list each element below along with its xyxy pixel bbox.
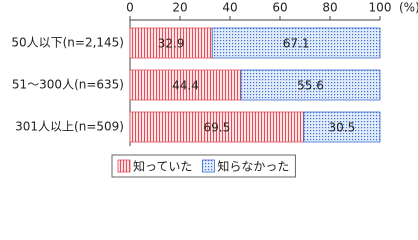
chart: (%) 0 20 40 60 80 100 50人以下(n=2,145) 32.9 67.1 51…	[11, 1, 418, 178]
value-label: 55.6	[297, 79, 324, 93]
x-tick-label: 100	[369, 1, 392, 15]
x-tick-label: 60	[272, 1, 287, 15]
bar-segment	[211, 27, 381, 59]
legend-label: 知らなかった	[217, 160, 289, 174]
value-label: 44.4	[172, 79, 199, 93]
x-tick-label: 20	[172, 1, 187, 15]
value-label: 69.5	[204, 121, 231, 135]
legend-swatch	[202, 159, 215, 173]
x-tick-label: 0	[126, 1, 134, 15]
value-label: 30.5	[329, 121, 356, 135]
bar-segment	[303, 111, 381, 143]
y-tick-label: 301人以上(n=509)	[15, 120, 124, 134]
x-tick-label: 80	[322, 1, 337, 15]
legend-label: 知っていた	[133, 160, 192, 174]
x-tick-label: 40	[222, 1, 237, 15]
bar-segment	[240, 69, 381, 101]
axis-unit: (%)	[399, 1, 418, 15]
y-tick-label: 51～300人(n=635)	[12, 78, 124, 92]
y-tick-label: 50人以下(n=2,145)	[11, 36, 124, 50]
value-label: 32.9	[158, 37, 185, 51]
value-label: 67.1	[283, 37, 310, 51]
bar-segment	[129, 27, 213, 59]
legend-swatch	[117, 159, 131, 173]
